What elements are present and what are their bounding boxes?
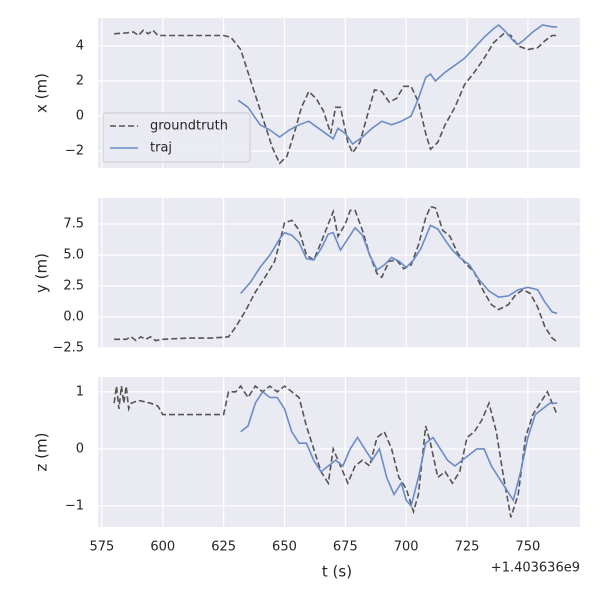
legend-label: groundtruth: [150, 119, 228, 134]
plot-background: [98, 198, 580, 348]
x-tick-label: 650: [272, 540, 297, 555]
line-traj: [237, 23, 558, 146]
y-tick-label: −2.5: [52, 341, 84, 356]
line-traj: [240, 390, 558, 508]
legend: groundtruth traj: [102, 112, 251, 163]
x-tick-label: 700: [394, 540, 419, 555]
legend-box: [102, 112, 251, 163]
y-tick-label: 2: [76, 74, 84, 89]
y-tick-label: 0: [76, 109, 84, 124]
x-tick-label: 725: [455, 540, 480, 555]
y-tick-label: −1: [65, 498, 84, 513]
offset-text: +1.403636e9: [491, 561, 580, 576]
y-tick-label: 0.0: [63, 310, 84, 325]
y-tick-label: 1: [76, 384, 84, 399]
y-axis-label: y (m): [33, 253, 51, 293]
y-tick-label: 2.5: [63, 279, 84, 294]
x-tick-label: 750: [515, 540, 540, 555]
legend-label: traj: [150, 141, 172, 156]
y-axis-label: x (m): [33, 73, 51, 113]
line-traj: [240, 224, 558, 315]
y-tick-label: 5.0: [63, 248, 84, 263]
line-groundtruth: [114, 29, 558, 165]
y-tick-label: 7.5: [63, 217, 84, 232]
x-tick-label: 625: [211, 540, 236, 555]
y-axis-label: z (m): [33, 433, 51, 472]
plot-background: [98, 377, 580, 527]
x-tick-label: 675: [333, 540, 358, 555]
y-tick-label: 0: [76, 441, 84, 456]
y-tick-label: −2: [65, 144, 84, 159]
x-tick-label: 600: [150, 540, 175, 555]
line-groundtruth: [113, 384, 558, 518]
y-tick-label: 4: [76, 39, 84, 54]
x-tick-label: 575: [89, 540, 114, 555]
line-groundtruth: [114, 205, 558, 343]
x-axis-label: t (s): [322, 563, 352, 581]
